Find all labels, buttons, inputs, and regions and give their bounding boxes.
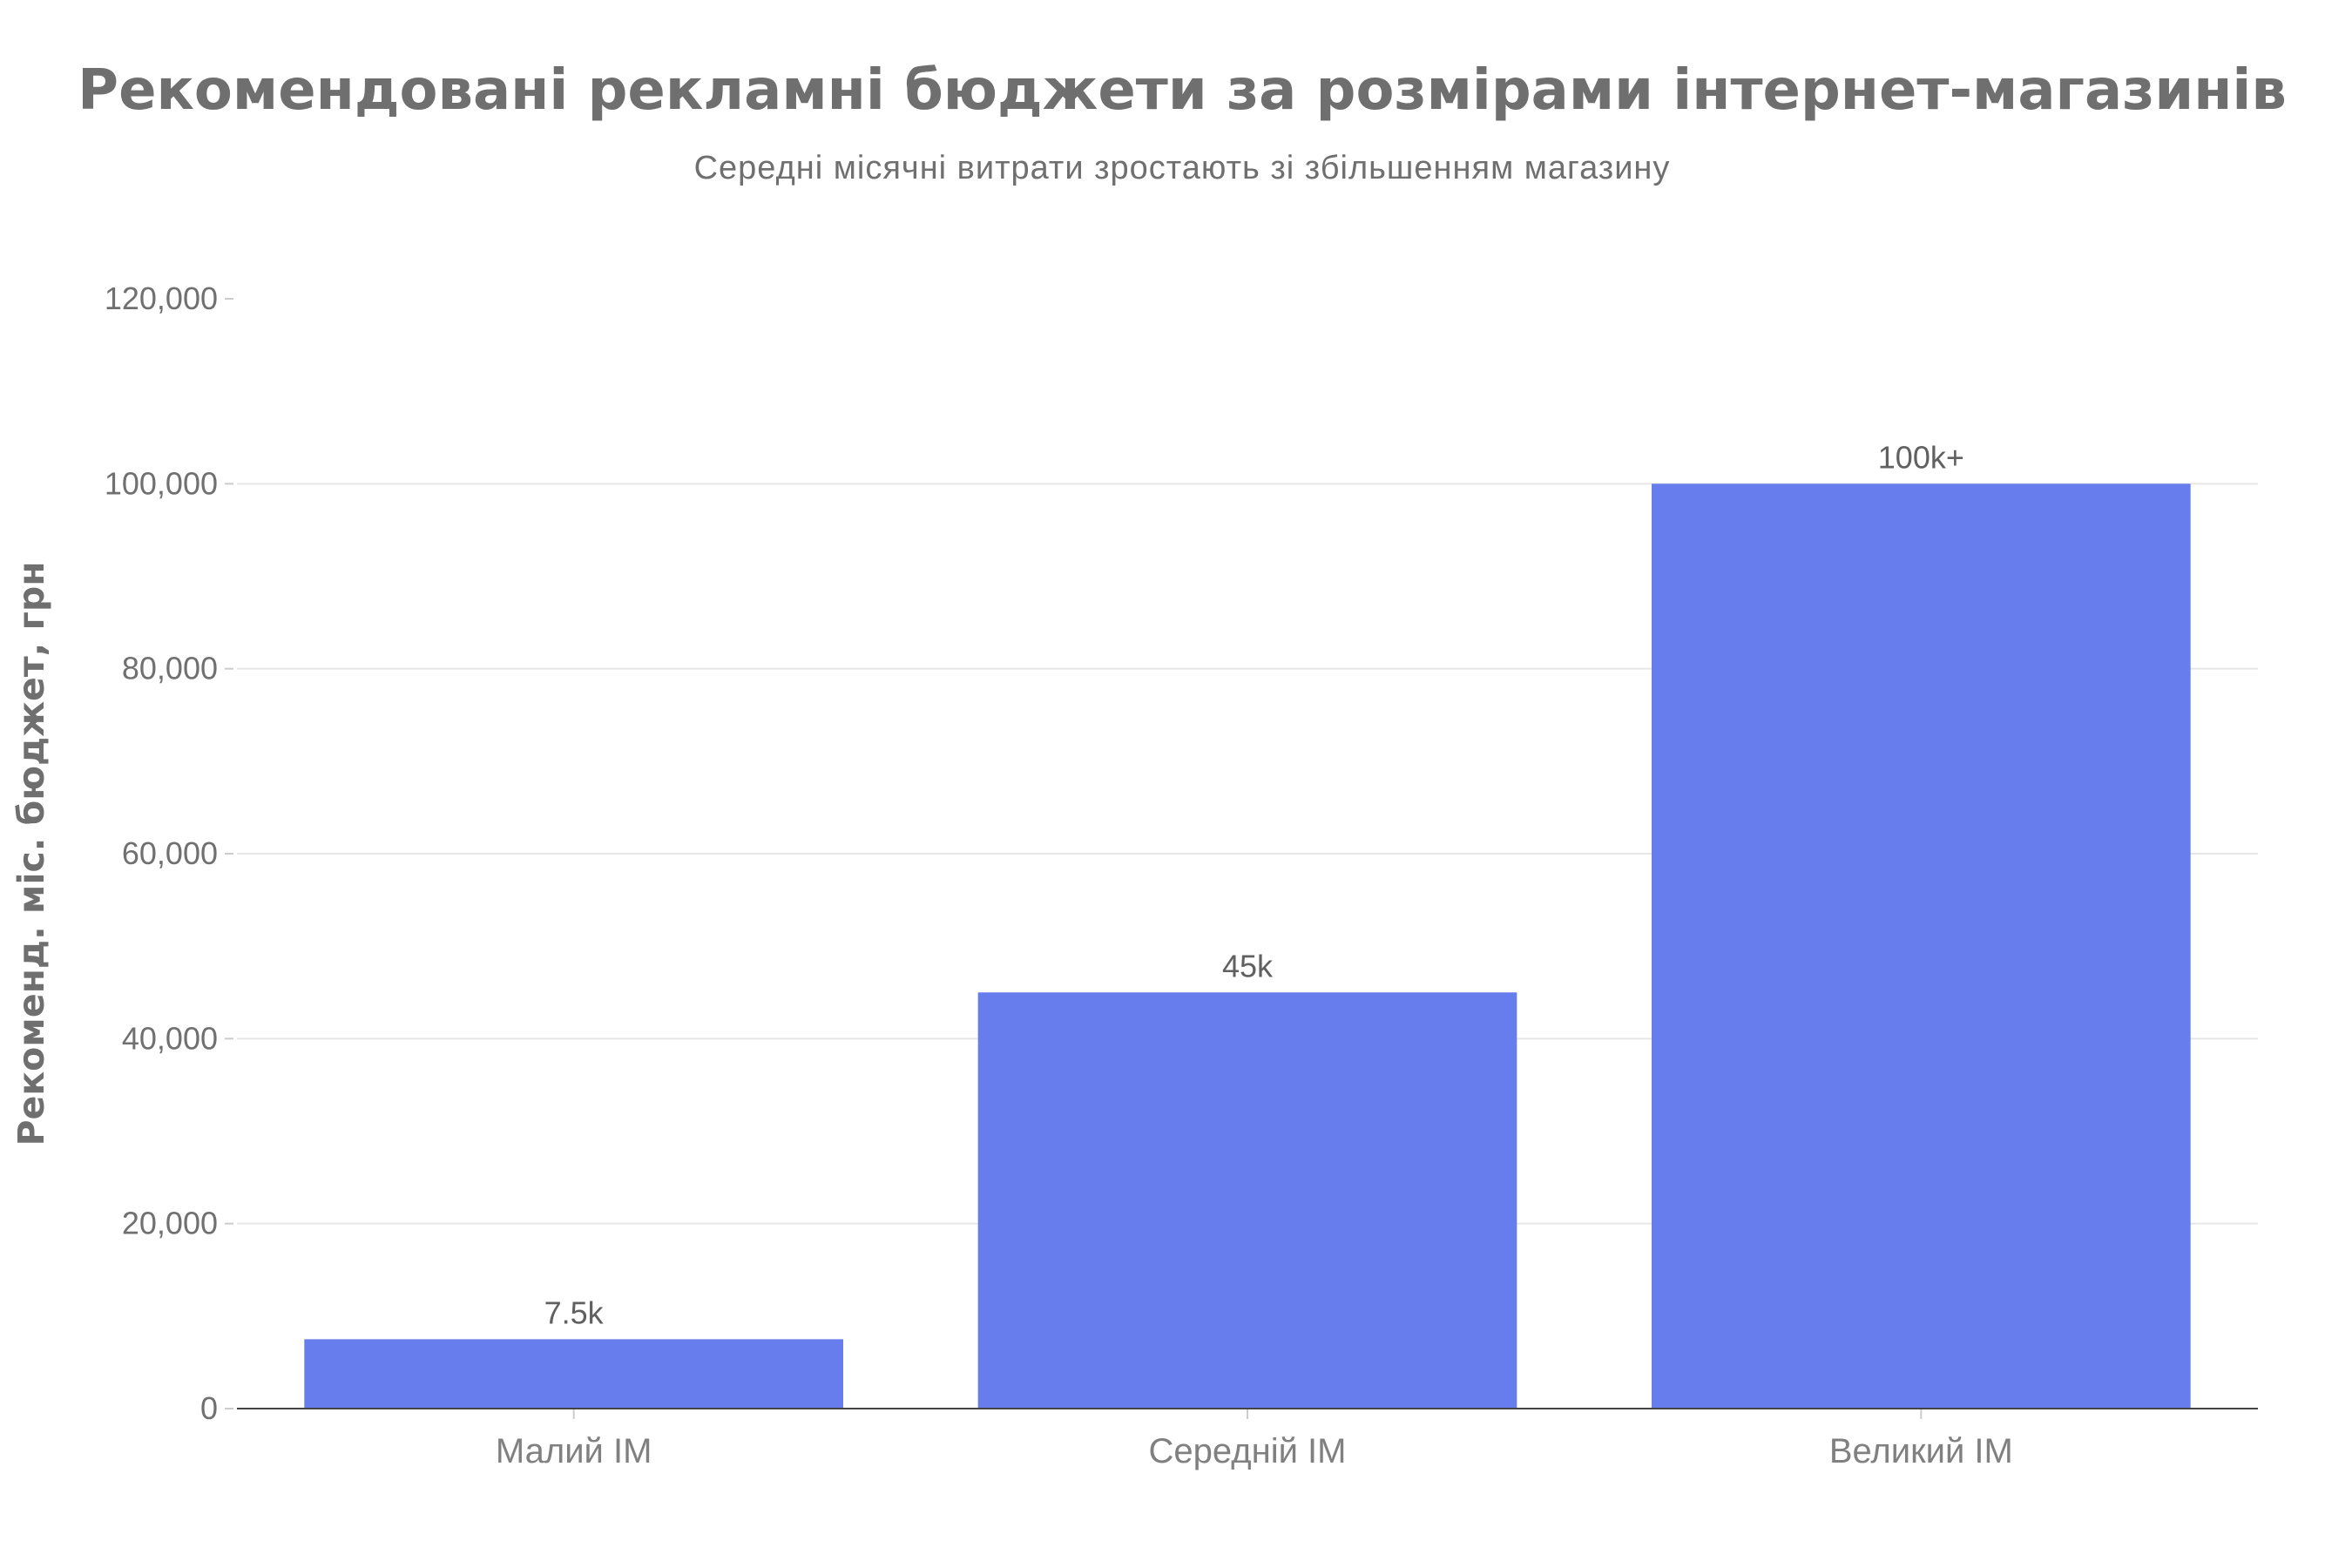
chart-title: Рекомендовані рекламні бюджети за розмір… [78, 58, 2287, 123]
y-tick-label: 80,000 [122, 651, 218, 686]
y-tick-label: 40,000 [122, 1020, 218, 1056]
chart-subtitle: Середні місячні витрати зростають зі збі… [694, 150, 1671, 186]
y-tick-label: 0 [200, 1390, 218, 1426]
x-tick-label: Великий ІМ [1829, 1432, 2013, 1470]
bar [977, 992, 1517, 1409]
x-axis-ticks: Малий ІМ Середній ІМ Великий ІМ [496, 1409, 2013, 1470]
bar [304, 1339, 843, 1409]
y-axis-ticks: 0 20,000 40,000 60,000 80,000 100,000 120,000 [105, 280, 233, 1426]
y-tick-label: 120,000 [105, 280, 218, 316]
y-tick-label: 100,000 [105, 465, 218, 501]
y-axis-label: Рекоменд. міс. бюджет, грн [10, 561, 52, 1146]
bar-data-label: 7.5k [544, 1294, 605, 1330]
data-labels: 7.5k 45k 100k+ [544, 439, 1964, 1330]
bar-data-label: 45k [1222, 948, 1274, 983]
y-tick-label: 60,000 [122, 835, 218, 871]
bars [304, 483, 2191, 1409]
bar [1652, 483, 2191, 1409]
y-tick-label: 20,000 [122, 1206, 218, 1241]
x-tick-label: Середній ІМ [1149, 1432, 1347, 1470]
x-tick-label: Малий ІМ [496, 1432, 652, 1470]
bar-data-label: 100k+ [1878, 439, 1964, 475]
